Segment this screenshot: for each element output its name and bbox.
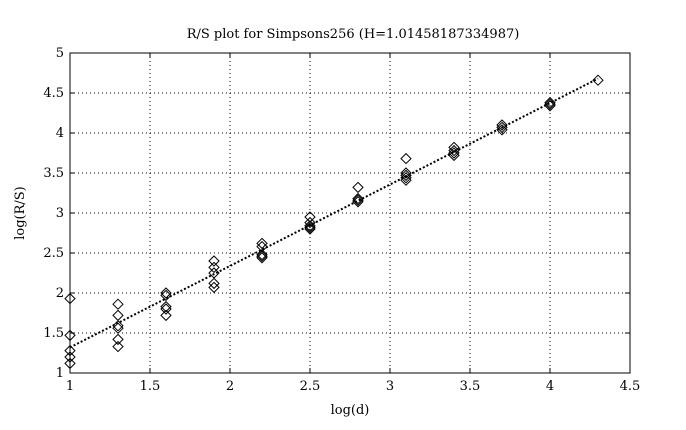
data-point — [400, 172, 412, 184]
data-point — [496, 119, 508, 131]
data-point — [160, 289, 172, 302]
chart-title: R/S plot for Simpsons256 (H=1.0145818733… — [187, 27, 520, 42]
data-point — [496, 124, 508, 136]
data-point — [352, 181, 364, 194]
data-point — [400, 169, 412, 182]
data-point — [352, 194, 364, 206]
data-point — [400, 152, 412, 165]
data-point — [592, 74, 604, 86]
data-point — [160, 300, 172, 313]
data-point — [304, 221, 316, 234]
data-point — [112, 320, 124, 332]
y-tick-label: 2 — [56, 286, 64, 301]
tick-marks — [69, 52, 631, 374]
data-point — [352, 196, 364, 208]
data-point — [496, 121, 508, 134]
y-tick-label: 4 — [56, 126, 64, 141]
data-point — [352, 192, 364, 205]
data-point — [208, 255, 220, 267]
data-points — [64, 74, 604, 370]
data-point — [208, 277, 220, 290]
data-point — [544, 100, 556, 112]
data-point — [304, 216, 316, 229]
data-point — [448, 141, 460, 154]
data-point — [112, 340, 124, 353]
y-tick-label: 2.5 — [43, 246, 64, 261]
data-point — [256, 237, 268, 250]
data-point — [304, 223, 316, 235]
data-point — [160, 303, 172, 315]
data-point — [112, 298, 124, 310]
data-point — [544, 96, 556, 109]
x-tick-label: 1 — [66, 379, 74, 394]
x-tick-label: 2.5 — [300, 379, 321, 394]
data-point — [256, 252, 268, 264]
y-tick-label: 3.5 — [43, 166, 64, 181]
y-tick-label: 1.5 — [43, 326, 64, 341]
data-point — [448, 147, 460, 159]
data-point — [160, 287, 172, 299]
y-tick-label: 3 — [56, 206, 64, 221]
data-point — [544, 98, 556, 110]
data-point — [112, 309, 124, 322]
data-point — [400, 174, 412, 186]
x-axis-label: log(d) — [331, 403, 370, 418]
x-tick-label: 2 — [226, 379, 234, 394]
y-tick-label: 5 — [56, 46, 64, 61]
data-point — [400, 167, 412, 179]
x-tick-label: 3.5 — [460, 379, 481, 394]
x-tick-label: 1.5 — [140, 379, 161, 394]
data-point — [112, 322, 124, 334]
data-point — [112, 333, 124, 346]
x-tick-label: 3 — [386, 379, 394, 394]
data-point — [448, 149, 460, 162]
fit-line-layer — [69, 77, 599, 349]
y-tick-label: 4.5 — [43, 86, 64, 101]
data-point — [208, 261, 220, 274]
x-tick-labels: 1 1.5 2 2.5 3 3.5 4 4.5 — [66, 379, 640, 394]
data-point — [256, 248, 268, 261]
x-tick-label: 4.5 — [620, 379, 641, 394]
y-tick-labels: 1 1.5 2 2.5 3 3.5 4 4.5 5 — [43, 46, 64, 381]
y-axis-label: log(R/S) — [13, 186, 28, 240]
data-point — [160, 309, 172, 322]
data-point — [448, 144, 460, 157]
fit-line — [69, 77, 599, 349]
data-point — [256, 250, 268, 262]
x-tick-label: 4 — [546, 379, 554, 394]
y-tick-label: 1 — [56, 366, 64, 381]
data-point — [304, 220, 316, 232]
data-point — [208, 281, 220, 294]
